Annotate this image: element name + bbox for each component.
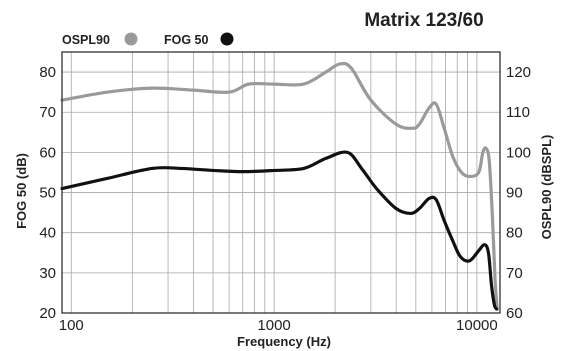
plot-frame bbox=[61, 51, 501, 314]
y-left-tick-label-80: 80 bbox=[39, 64, 56, 81]
x-tick-label-100: 100 bbox=[59, 317, 84, 334]
legend-marker-fog50 bbox=[220, 32, 234, 46]
y-axis-right-title: OSPL90 (dBSPL) bbox=[539, 135, 554, 240]
legend-label-ospl90: OSPL90 bbox=[62, 33, 110, 47]
tick-labels: 100 1000 10000 20 30 40 50 60 70 80 60 70 80 90 100 110… bbox=[39, 64, 531, 334]
grid bbox=[62, 52, 500, 313]
y-left-tick-label-40: 40 bbox=[39, 225, 56, 242]
y-right-tick-label-70: 70 bbox=[506, 265, 523, 282]
y-axis-left-title: FOG 50 (dB) bbox=[14, 153, 29, 229]
legend-label-fog50: FOG 50 bbox=[164, 33, 209, 47]
y-left-tick-label-30: 30 bbox=[39, 265, 56, 282]
y-left-tick-label-60: 60 bbox=[39, 144, 56, 161]
y-right-tick-label-120: 120 bbox=[506, 64, 531, 81]
y-left-tick-label-20: 20 bbox=[39, 305, 56, 322]
y-right-tick-label-80: 80 bbox=[506, 225, 523, 242]
legend: OSPL90 FOG 50 bbox=[62, 32, 234, 47]
y-right-tick-label-60: 60 bbox=[506, 305, 523, 322]
legend-marker-ospl90 bbox=[124, 32, 138, 46]
y-right-tick-label-90: 90 bbox=[506, 185, 523, 202]
x-tick-label-1000: 1000 bbox=[257, 317, 290, 334]
chart-title: Matrix 123/60 bbox=[364, 10, 483, 31]
y-right-tick-label-110: 110 bbox=[506, 104, 530, 121]
y-right-tick-label-100: 100 bbox=[506, 144, 531, 161]
x-tick-label-10000: 10000 bbox=[456, 317, 498, 334]
series-line-fog50 bbox=[60, 150, 499, 311]
x-axis-title: Frequency (Hz) bbox=[237, 334, 331, 349]
y-left-tick-label-50: 50 bbox=[39, 185, 56, 202]
y-left-tick-label-70: 70 bbox=[39, 104, 56, 121]
series-group bbox=[60, 61, 499, 311]
series-line-ospl90 bbox=[60, 61, 499, 311]
